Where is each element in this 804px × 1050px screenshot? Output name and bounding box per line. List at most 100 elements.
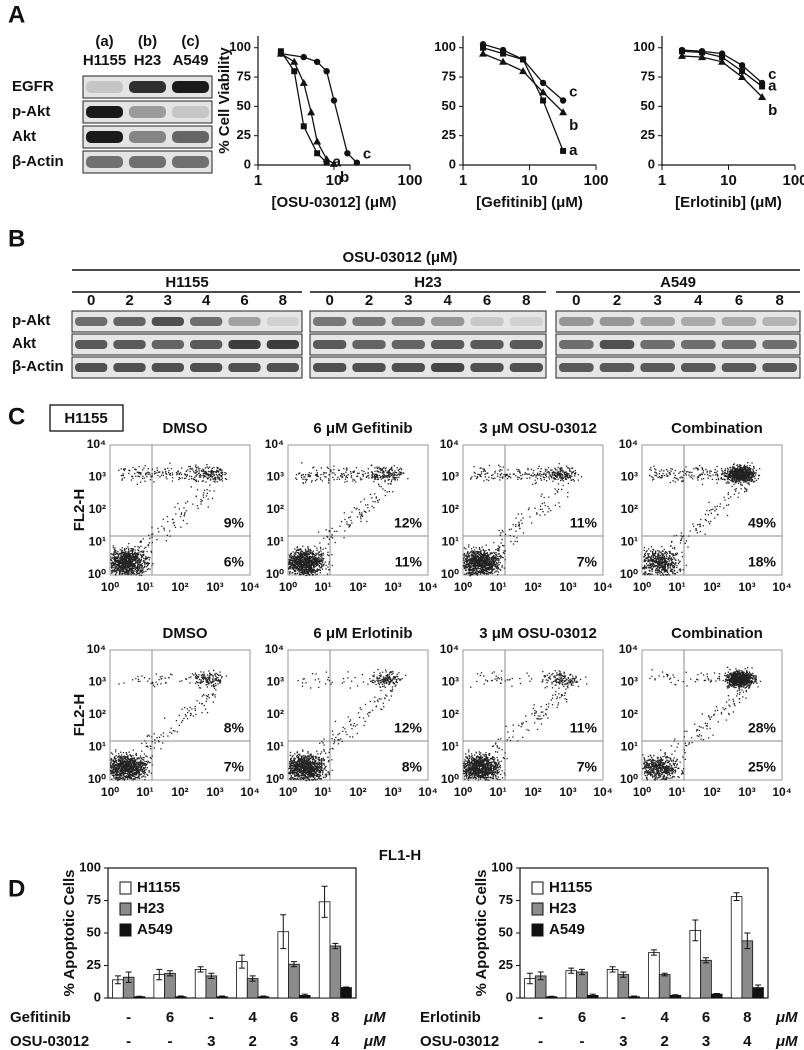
dose-label: 6 bbox=[166, 1009, 174, 1026]
cell-label: H1155 bbox=[64, 410, 107, 427]
y-tick-label: 25 bbox=[87, 957, 101, 972]
x-tick-label: 10³ bbox=[384, 785, 401, 799]
x-tick-label: 1 bbox=[459, 172, 467, 189]
legend-label: H1155 bbox=[137, 879, 180, 896]
error-bar bbox=[177, 995, 184, 998]
band bbox=[559, 340, 594, 349]
data-point bbox=[291, 68, 298, 75]
y-tick-label: 50 bbox=[499, 924, 513, 939]
data-point bbox=[719, 54, 726, 61]
error-bar bbox=[238, 954, 245, 969]
unit-label: μM bbox=[775, 1009, 798, 1026]
y-tick-label: 50 bbox=[641, 98, 655, 113]
blot-strip bbox=[555, 333, 801, 356]
group-name: A549 bbox=[660, 274, 696, 291]
data-point bbox=[698, 48, 706, 55]
y-tick-label: 10² bbox=[442, 502, 459, 516]
band bbox=[228, 340, 261, 349]
y-tick-label: 10³ bbox=[442, 675, 459, 689]
error-bar bbox=[755, 984, 762, 991]
y-tick-label: 0 bbox=[449, 156, 456, 171]
x-tick-label: 10³ bbox=[738, 580, 755, 594]
band bbox=[431, 317, 465, 326]
data-point bbox=[519, 56, 527, 63]
y-tick-label: 10¹ bbox=[621, 535, 638, 549]
band bbox=[721, 340, 757, 349]
bar bbox=[576, 971, 588, 999]
x-tick-label: 10⁴ bbox=[593, 580, 612, 594]
band bbox=[313, 363, 347, 372]
dose-label: 3 bbox=[207, 1033, 215, 1050]
cell-label-box bbox=[49, 404, 124, 432]
row-label: Akt bbox=[12, 335, 36, 352]
band bbox=[129, 106, 166, 118]
band bbox=[599, 317, 635, 326]
dose-label: 4 bbox=[660, 1009, 669, 1026]
y-tick-label: 10³ bbox=[89, 675, 106, 689]
y-tick-label: 10⁴ bbox=[265, 642, 284, 656]
error-bar bbox=[672, 994, 679, 997]
error-bar bbox=[609, 966, 616, 973]
y-tick-label: 10⁴ bbox=[440, 437, 459, 451]
bar bbox=[164, 972, 176, 999]
data-point bbox=[300, 53, 307, 61]
band bbox=[509, 363, 543, 372]
y-tick-label: 0 bbox=[506, 989, 513, 1004]
band bbox=[190, 340, 223, 349]
band bbox=[391, 363, 425, 372]
dose-label: 2 bbox=[660, 1033, 668, 1050]
x-tick-label: 10¹ bbox=[314, 785, 331, 799]
plot-title: 6 μM Gefitinib bbox=[313, 420, 412, 437]
y-axis-label: FL2-H bbox=[71, 694, 88, 737]
band bbox=[113, 317, 146, 326]
blot-strip bbox=[555, 310, 801, 333]
y-axis-label: % Apoptotic Cells bbox=[473, 870, 490, 997]
legend-swatch bbox=[119, 881, 132, 895]
dose-label: 3 bbox=[702, 1033, 710, 1050]
y-tick-label: 10¹ bbox=[621, 740, 638, 754]
y-tick-label: 10² bbox=[621, 707, 638, 721]
error-bar bbox=[631, 995, 638, 998]
treatment-name: OSU-03012 bbox=[10, 1033, 89, 1050]
dose-label: 4 bbox=[248, 1009, 257, 1026]
band bbox=[352, 317, 386, 326]
blot-strip bbox=[71, 333, 303, 356]
band bbox=[172, 106, 209, 118]
legend-swatch bbox=[119, 923, 132, 937]
data-point bbox=[560, 147, 567, 154]
y-tick-label: 10⁰ bbox=[620, 772, 638, 786]
band bbox=[228, 317, 261, 326]
band bbox=[75, 363, 108, 372]
dose-label: 0 bbox=[87, 292, 95, 309]
error-bar bbox=[156, 968, 163, 981]
y-tick-label: 10¹ bbox=[267, 740, 284, 754]
y-tick-label: 100 bbox=[79, 859, 101, 874]
band bbox=[228, 363, 261, 372]
panel-label: C bbox=[8, 403, 25, 430]
lane-letter: (b) bbox=[138, 33, 157, 50]
dose-label: 2 bbox=[365, 292, 373, 309]
error-bar bbox=[301, 993, 308, 998]
bar bbox=[741, 940, 754, 999]
plot-title: 6 μM Erlotinib bbox=[313, 625, 412, 642]
band bbox=[431, 340, 465, 349]
band bbox=[681, 363, 716, 372]
band bbox=[681, 340, 716, 349]
band bbox=[172, 131, 209, 143]
error-bar bbox=[208, 972, 215, 979]
x-tick-label: 10⁴ bbox=[418, 785, 437, 799]
dose-label: 4 bbox=[743, 1033, 752, 1050]
dose-label: 6 bbox=[290, 1009, 298, 1026]
y-tick-label: 10¹ bbox=[89, 740, 106, 754]
blot-strip bbox=[71, 356, 303, 379]
unit-label: μM bbox=[363, 1033, 386, 1050]
dose-label: 6 bbox=[483, 292, 491, 309]
band bbox=[266, 340, 299, 349]
error-bar bbox=[291, 961, 297, 968]
band bbox=[391, 340, 425, 349]
band bbox=[762, 363, 797, 372]
band bbox=[172, 156, 209, 168]
legend-label: H23 bbox=[549, 900, 577, 917]
error-bar bbox=[661, 972, 668, 977]
band bbox=[431, 363, 465, 372]
